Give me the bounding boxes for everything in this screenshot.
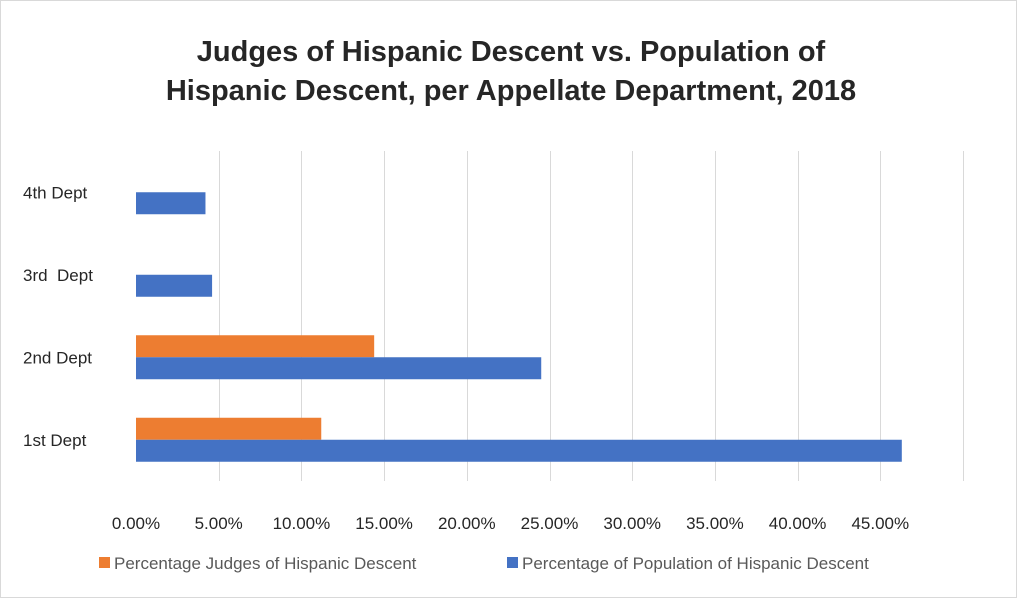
x-tick-label: 40.00%	[769, 514, 827, 533]
bars	[136, 192, 902, 462]
x-tick-label: 20.00%	[438, 514, 496, 533]
category-labels: 1st Dept 2nd Dept 3rd Dept 4th Dept	[23, 183, 93, 450]
gridlines	[219, 151, 964, 481]
chart-title: Judges of Hispanic Descent vs. Populatio…	[61, 33, 961, 111]
legend-label: Percentage Judges of Hispanic Descent	[114, 554, 417, 573]
legend: Percentage Judges of Hispanic Descent Per…	[99, 554, 869, 573]
x-tick-label: 5.00%	[195, 514, 243, 533]
bar	[136, 192, 206, 215]
bar	[136, 274, 213, 297]
category-label: 4th Dept	[23, 183, 88, 202]
category-label: 3rd Dept	[23, 266, 93, 285]
bar	[136, 439, 902, 462]
chart-title-line-2: Hispanic Descent, per Appellate Departme…	[165, 75, 857, 107]
x-tick-label: 25.00%	[521, 514, 579, 533]
category-label: 2nd Dept	[23, 348, 92, 367]
bar	[136, 417, 322, 440]
bar	[136, 357, 542, 380]
x-tick-label: 10.00%	[273, 514, 331, 533]
x-tick-labels: 0.00% 5.00% 10.00% 15.00% 20.00% 25.00% 30.00%…	[112, 514, 909, 533]
x-tick-label: 30.00%	[603, 514, 661, 533]
bar	[136, 335, 375, 358]
chart-title-line-1: Judges of Hispanic Descent vs. Populatio…	[196, 36, 826, 68]
x-tick-label: 45.00%	[851, 514, 909, 533]
category-label: 1st Dept	[23, 431, 87, 450]
x-tick-label: 0.00%	[112, 514, 160, 533]
legend-swatch	[507, 557, 518, 568]
legend-swatch	[99, 557, 110, 568]
x-tick-label: 15.00%	[355, 514, 413, 533]
legend-label: Percentage of Population of Hispanic Des…	[522, 554, 869, 573]
x-tick-label: 35.00%	[686, 514, 744, 533]
